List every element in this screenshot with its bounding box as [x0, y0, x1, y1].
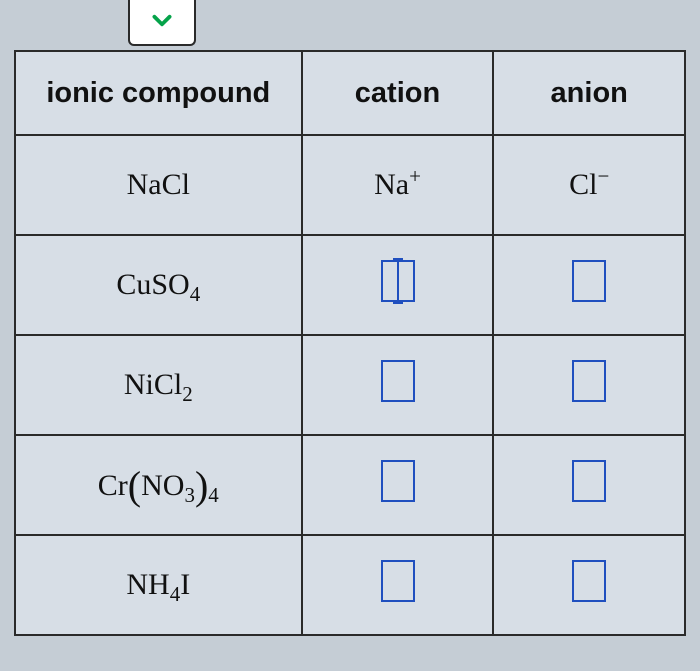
table-body: NaClNa+Cl−CuSO4NiCl2Cr(NO3)4NH4I — [15, 135, 685, 635]
compound-cell: NaCl — [15, 135, 302, 235]
header-cation: cation — [302, 51, 494, 135]
table-row: Cr(NO3)4 — [15, 435, 685, 535]
ionic-compound-table: ionic compound cation anion NaClNa+Cl−Cu… — [14, 50, 686, 636]
compound-cell: NH4I — [15, 535, 302, 635]
cation-cell[interactable] — [302, 435, 494, 535]
cation-input[interactable] — [381, 560, 415, 602]
chevron-down-icon — [149, 7, 175, 38]
anion-input[interactable] — [572, 560, 606, 602]
anion-input[interactable] — [572, 360, 606, 402]
anion-input[interactable] — [572, 460, 606, 502]
table-row: NaClNa+Cl− — [15, 135, 685, 235]
header-compound: ionic compound — [15, 51, 302, 135]
anion-cell[interactable] — [493, 435, 685, 535]
cation-cell[interactable] — [302, 335, 494, 435]
expand-tab[interactable] — [128, 0, 196, 46]
table-row: CuSO4 — [15, 235, 685, 335]
compound-cell: NiCl2 — [15, 335, 302, 435]
anion-cell[interactable] — [493, 335, 685, 435]
table-row: NiCl2 — [15, 335, 685, 435]
header-anion: anion — [493, 51, 685, 135]
compound-cell: Cr(NO3)4 — [15, 435, 302, 535]
table-header-row: ionic compound cation anion — [15, 51, 685, 135]
cation-input[interactable] — [381, 360, 415, 402]
cation-cell[interactable] — [302, 235, 494, 335]
cation-cell[interactable] — [302, 535, 494, 635]
table-row: NH4I — [15, 535, 685, 635]
cation-input[interactable] — [381, 260, 415, 302]
anion-cell[interactable] — [493, 535, 685, 635]
cation-input[interactable] — [381, 460, 415, 502]
cation-cell: Na+ — [302, 135, 494, 235]
compound-cell: CuSO4 — [15, 235, 302, 335]
anion-cell: Cl− — [493, 135, 685, 235]
anion-cell[interactable] — [493, 235, 685, 335]
anion-input[interactable] — [572, 260, 606, 302]
